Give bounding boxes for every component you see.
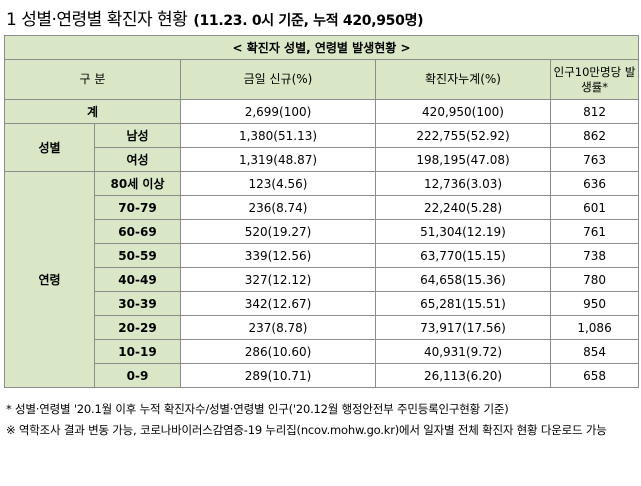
row-rate: 780 <box>549 267 640 292</box>
row-label: 20-29 <box>94 315 181 340</box>
row-label: 60-69 <box>94 219 181 244</box>
row-rate: 601 <box>549 195 640 220</box>
page-title: 1 성별·연령별 확진자 현황 (11.23. 0시 기준, 누적 420,95… <box>6 5 424 30</box>
row-rate: 738 <box>549 243 640 268</box>
title-subtitle: (11.23. 0시 기준, 누적 420,950명) <box>193 13 424 29</box>
row-rate: 761 <box>549 219 640 244</box>
row-label: 80세 이상 <box>94 171 181 196</box>
header-new-today: 금일 신규(%) <box>180 59 376 100</box>
row-cumulative: 198,195(47.08) <box>375 147 551 172</box>
row-cumulative: 12,736(3.03) <box>375 171 551 196</box>
row-cumulative: 51,304(12.19) <box>375 219 551 244</box>
header-category: 구 분 <box>4 59 181 100</box>
row-label: 10-19 <box>94 339 181 364</box>
header-rate-per-100k: 인구10만명당 발생률* <box>549 59 640 100</box>
row-rate: 854 <box>549 339 640 364</box>
row-total-cumulative: 420,950(100) <box>375 99 551 124</box>
row-label: 50-59 <box>94 243 181 268</box>
footnotes: * 성별·연령별 '20.1월 이후 누적 확진자수/성별·연령별 인구('20… <box>6 399 636 441</box>
row-cumulative: 40,931(9.72) <box>375 339 551 364</box>
row-label: 30-39 <box>94 291 181 316</box>
row-new: 342(12.67) <box>180 291 376 316</box>
row-cumulative: 73,917(17.56) <box>375 315 551 340</box>
row-new: 289(10.71) <box>180 363 376 388</box>
row-rate: 658 <box>549 363 640 388</box>
table-banner: < 확진자 성별, 연령별 발생현황 > <box>3 35 640 60</box>
row-new: 339(12.56) <box>180 243 376 268</box>
row-label: 여성 <box>94 147 181 172</box>
row-total-rate: 812 <box>549 99 640 124</box>
row-new: 237(8.78) <box>180 315 376 340</box>
header-cumulative: 확진자누계(%) <box>375 59 551 100</box>
row-cumulative: 64,658(15.36) <box>375 267 551 292</box>
footnote-rate-definition: * 성별·연령별 '20.1월 이후 누적 확진자수/성별·연령별 인구('20… <box>6 402 509 416</box>
footnote-download-info: ※ 역학조사 결과 변동 가능, 코로나바이러스감염증-19 누리집(ncov.… <box>6 423 607 437</box>
row-new: 520(19.27) <box>180 219 376 244</box>
row-cumulative: 65,281(15.51) <box>375 291 551 316</box>
row-label: 40-49 <box>94 267 181 292</box>
row-label: 70-79 <box>94 195 181 220</box>
row-new: 1,319(48.87) <box>180 147 376 172</box>
row-total-label: 계 <box>4 99 181 124</box>
row-new: 327(12.12) <box>180 267 376 292</box>
row-label: 0-9 <box>94 363 181 388</box>
row-cumulative: 222,755(52.92) <box>375 123 551 148</box>
title-main: 1 성별·연령별 확진자 현황 <box>6 10 188 30</box>
confirmed-cases-table: < 확진자 성별, 연령별 발생현황 > 구 분 금일 신규(%) 확진자누계(… <box>3 35 640 388</box>
row-rate: 950 <box>549 291 640 316</box>
row-new: 236(8.74) <box>180 195 376 220</box>
row-cumulative: 26,113(6.20) <box>375 363 551 388</box>
row-new: 1,380(51.13) <box>180 123 376 148</box>
row-cumulative: 63,770(15.15) <box>375 243 551 268</box>
group-sex-label: 성별 <box>4 123 95 172</box>
group-age-label: 연령 <box>4 171 95 388</box>
row-total-new: 2,699(100) <box>180 99 376 124</box>
row-rate: 636 <box>549 171 640 196</box>
row-new: 286(10.60) <box>180 339 376 364</box>
row-rate: 1,086 <box>549 315 640 340</box>
row-label: 남성 <box>94 123 181 148</box>
row-new: 123(4.56) <box>180 171 376 196</box>
row-cumulative: 22,240(5.28) <box>375 195 551 220</box>
row-rate: 862 <box>549 123 640 148</box>
row-rate: 763 <box>549 147 640 172</box>
